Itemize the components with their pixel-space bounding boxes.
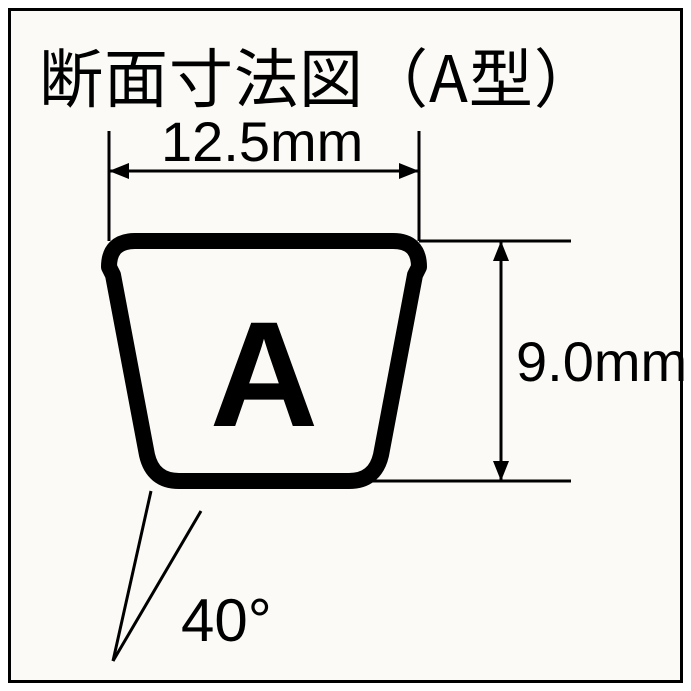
angle-label: 40° [181, 587, 272, 654]
width-arrow-right [399, 163, 419, 179]
height-arrow-top [493, 241, 509, 261]
height-arrow-bottom [493, 461, 509, 481]
cross-section-diagram: 12.5mm 9.0mm A 40° [11, 11, 686, 686]
belt-type-letter: A [210, 290, 318, 458]
angle-line-left [113, 491, 151, 661]
height-dim-label: 9.0mm [516, 330, 686, 393]
width-arrow-left [109, 163, 129, 179]
outer-frame: 断面寸法図（A型） 12.5mm 9.0mm A 40° [8, 8, 683, 683]
width-dim-label: 12.5mm [161, 110, 363, 173]
